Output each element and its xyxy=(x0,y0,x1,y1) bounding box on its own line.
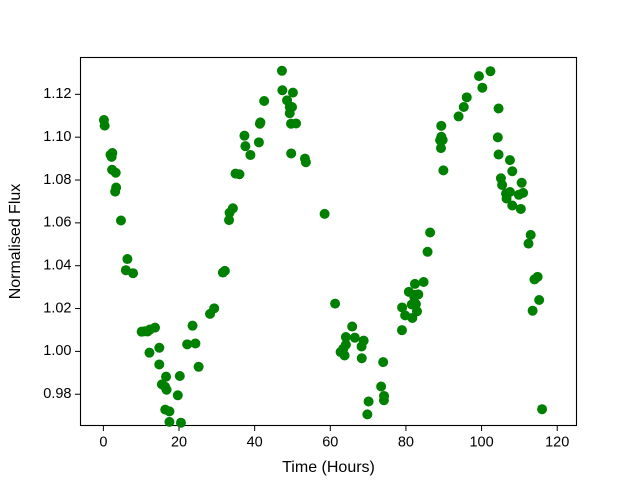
svg-text:1.06: 1.06 xyxy=(43,215,71,231)
svg-text:100: 100 xyxy=(469,435,493,451)
svg-text:60: 60 xyxy=(322,435,338,451)
svg-text:0.98: 0.98 xyxy=(43,386,71,402)
svg-text:1.08: 1.08 xyxy=(43,172,71,188)
svg-text:1.02: 1.02 xyxy=(43,300,71,316)
svg-text:40: 40 xyxy=(247,435,263,451)
svg-text:1.12: 1.12 xyxy=(43,86,71,102)
svg-text:Time (Hours): Time (Hours) xyxy=(282,459,375,476)
svg-text:1.00: 1.00 xyxy=(43,343,71,359)
svg-text:1.10: 1.10 xyxy=(43,129,71,145)
svg-text:Normalised Flux: Normalised Flux xyxy=(7,184,24,300)
svg-text:0: 0 xyxy=(99,435,107,451)
svg-text:120: 120 xyxy=(545,435,569,451)
svg-text:1.04: 1.04 xyxy=(43,258,71,274)
svg-text:20: 20 xyxy=(171,435,187,451)
svg-text:80: 80 xyxy=(398,435,414,451)
